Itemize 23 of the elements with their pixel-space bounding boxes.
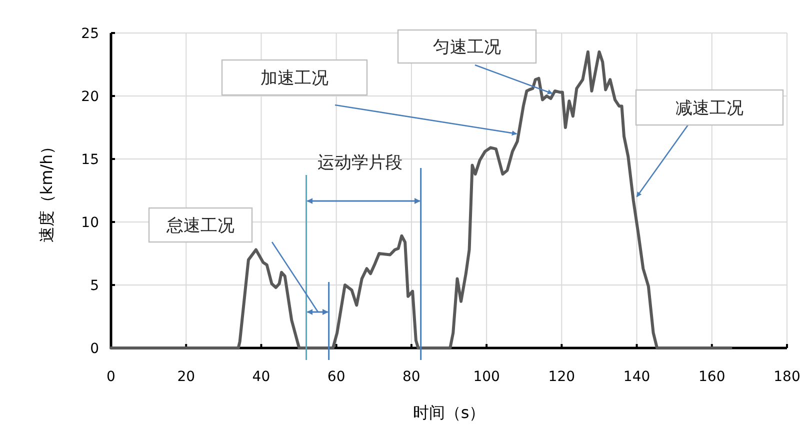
y-tick-label: 5 — [90, 278, 99, 294]
y-tick-label: 25 — [81, 26, 99, 42]
x-tick-label: 100 — [473, 369, 500, 385]
x-tick-label: 20 — [177, 369, 196, 385]
annotation: 加速工况 — [260, 68, 328, 88]
annotation: 减速工况 — [676, 98, 744, 118]
x-tick-label: 40 — [252, 369, 270, 385]
y-axis-title: 速度（km/h） — [37, 138, 56, 243]
annotation: 运动学片段 — [318, 153, 402, 173]
x-tick-label: 60 — [327, 369, 346, 385]
y-tick-label: 0 — [90, 341, 99, 357]
x-tick-label: 180 — [774, 369, 800, 385]
x-axis-title: 时间（s） — [412, 403, 486, 422]
y-tick-label: 10 — [81, 215, 99, 231]
x-tick-label: 120 — [548, 369, 576, 385]
x-tick-label: 80 — [402, 369, 420, 385]
annotation: 怠速工况 — [166, 216, 234, 236]
y-tick-label: 20 — [81, 89, 99, 105]
y-tick-label: 15 — [81, 152, 99, 168]
x-tick-label: 160 — [698, 369, 726, 385]
annotation: 匀速工况 — [433, 38, 501, 58]
x-tick-label: 140 — [623, 369, 650, 385]
x-tick-label: 0 — [106, 369, 116, 385]
